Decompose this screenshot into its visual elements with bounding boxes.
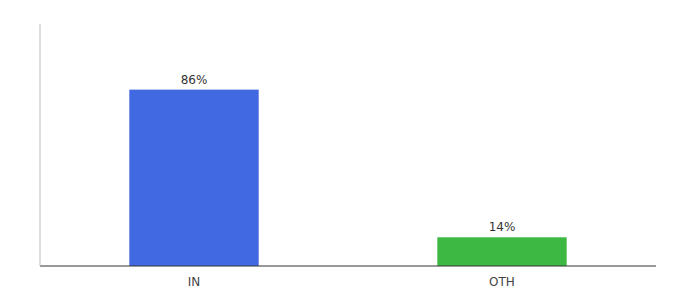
bar [129,90,258,266]
data-label: 14% [489,220,516,234]
chart-svg: IN OTH 86% 14% [0,0,680,300]
bar [437,237,566,266]
x-tick-label: OTH [489,275,515,289]
y-axis-line [40,24,41,266]
x-axis-line [40,266,656,267]
data-label: 86% [181,73,208,87]
bars [129,90,566,266]
x-tick-label: IN [188,275,201,289]
chart-container: IN OTH 86% 14% [0,0,680,300]
